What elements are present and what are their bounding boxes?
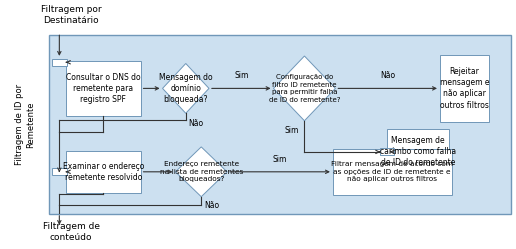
Text: Não: Não bbox=[188, 119, 204, 128]
Text: Filtragem por
Destinatário: Filtragem por Destinatário bbox=[41, 5, 102, 25]
Bar bbox=[66, 151, 140, 193]
Bar bbox=[49, 35, 511, 214]
Text: Não: Não bbox=[380, 71, 395, 80]
Polygon shape bbox=[273, 56, 335, 121]
Bar bbox=[440, 55, 489, 122]
Bar bbox=[387, 129, 449, 175]
Text: Endereço remetente
na lista de remetentes
bloqueados?: Endereço remetente na lista de remetente… bbox=[159, 161, 243, 182]
Bar bbox=[66, 61, 140, 116]
Polygon shape bbox=[163, 63, 209, 113]
Text: Examinar o endereço
remetente resolvido: Examinar o endereço remetente resolvido bbox=[62, 162, 144, 182]
Bar bbox=[380, 148, 394, 155]
Text: Não: Não bbox=[204, 201, 219, 210]
Polygon shape bbox=[175, 147, 227, 197]
Text: Rejeitar
mensagem e
não aplicar
outros filtros: Rejeitar mensagem e não aplicar outros f… bbox=[440, 67, 489, 110]
Text: Sim: Sim bbox=[273, 155, 287, 164]
Text: Sim: Sim bbox=[234, 71, 248, 80]
Bar bbox=[52, 59, 67, 66]
Text: Filtragem de ID por
Remetente: Filtragem de ID por Remetente bbox=[15, 84, 35, 165]
Text: Consultar o DNS do
remetente para
registro SPF: Consultar o DNS do remetente para regist… bbox=[66, 73, 140, 104]
Text: Mensagem do
domínio
bloqueada?: Mensagem do domínio bloqueada? bbox=[159, 73, 213, 104]
Bar bbox=[333, 149, 452, 195]
Bar bbox=[52, 168, 67, 175]
Text: Sim: Sim bbox=[284, 126, 299, 135]
Text: Filtrar mensagem de acordo com
as opções de ID de remetente e
não aplicar outros: Filtrar mensagem de acordo com as opções… bbox=[331, 161, 453, 182]
Text: Mensagem de
carimbo como falha
de ID do remetente: Mensagem de carimbo como falha de ID do … bbox=[380, 136, 456, 168]
Text: Configuração do
filtro ID remetente
para permitir falha
de ID do remetente?: Configuração do filtro ID remetente para… bbox=[269, 74, 340, 103]
Text: Filtragem de
conteúdo: Filtragem de conteúdo bbox=[43, 222, 100, 242]
